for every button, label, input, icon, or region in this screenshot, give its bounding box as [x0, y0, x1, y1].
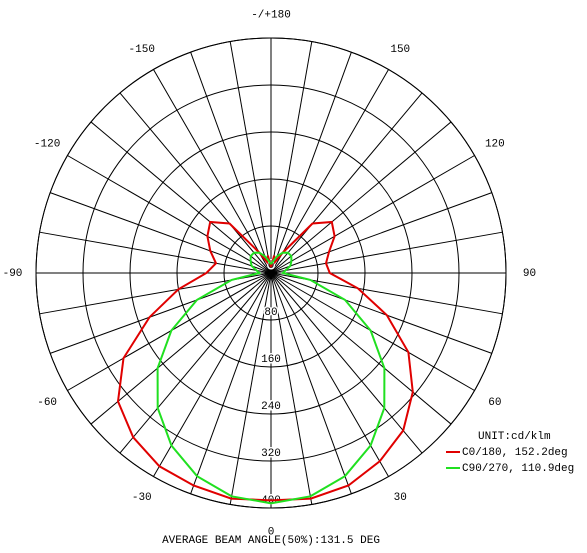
grid-spoke	[90, 121, 272, 274]
r-tick-label: 160	[261, 354, 281, 366]
grid-spoke	[90, 272, 272, 425]
angle-tick-label: -120	[34, 139, 60, 151]
grid-spoke	[50, 192, 272, 274]
grid-spoke	[270, 92, 423, 274]
grid-spoke	[270, 121, 452, 274]
series-line	[156, 251, 386, 505]
grid-ring	[82, 84, 460, 462]
unit-label: UNIT:cd/klm	[478, 431, 551, 443]
grid-spoke	[270, 272, 389, 477]
footer: AVERAGE BEAM ANGLE(50%):131.5 DEG	[162, 535, 380, 547]
grid-spoke	[119, 92, 272, 274]
grid-spoke	[67, 155, 272, 274]
angle-tick-label: -/+180	[251, 9, 291, 21]
grid-spoke	[270, 192, 492, 274]
angle-tick-label: 150	[390, 44, 410, 56]
r-tick-label: 320	[261, 448, 281, 460]
angle-tick-label: 0	[268, 526, 275, 538]
legend-label: C0/180, 152.2deg	[462, 447, 568, 459]
grid-spoke	[190, 272, 272, 494]
grid-spoke	[270, 52, 352, 274]
grid-spoke	[229, 272, 272, 505]
grid-spoke	[270, 272, 475, 391]
grid-ring	[129, 131, 413, 415]
r-tick-label: 80	[264, 307, 277, 319]
grid-spoke	[39, 231, 272, 274]
grid-spoke	[270, 69, 389, 274]
grid-spoke	[153, 272, 272, 477]
r-tick-label: 240	[261, 401, 281, 413]
angle-tick-label: 60	[488, 397, 501, 409]
grid-spoke	[270, 155, 475, 274]
grid-spoke	[50, 272, 272, 354]
grid-spoke	[270, 41, 313, 274]
angle-tick-label: -90	[3, 268, 23, 280]
grid-ring	[223, 225, 319, 321]
grid-spoke	[153, 69, 272, 274]
grid-spoke	[270, 272, 352, 494]
grid-spoke	[270, 272, 423, 454]
legend-label: C90/270, 110.9deg	[462, 463, 574, 475]
outer-ring	[35, 37, 507, 509]
grid-spoke	[119, 272, 272, 454]
grid-spoke	[190, 52, 272, 274]
angle-tick-label: 90	[523, 268, 536, 280]
grid-spoke	[67, 272, 272, 391]
grid-spoke	[270, 272, 492, 354]
angle-tick-label: 120	[485, 139, 505, 151]
grid-ring	[176, 178, 366, 368]
angle-tick-label: -150	[129, 44, 155, 56]
angle-tick-label: -60	[37, 397, 57, 409]
angle-tick-label: -30	[132, 492, 152, 504]
series-line	[116, 220, 414, 502]
grid-spoke	[270, 272, 313, 505]
grid-spoke	[270, 231, 503, 274]
angle-tick-label: 30	[394, 492, 407, 504]
grid-spoke	[229, 41, 272, 274]
grid-spoke	[270, 272, 452, 425]
